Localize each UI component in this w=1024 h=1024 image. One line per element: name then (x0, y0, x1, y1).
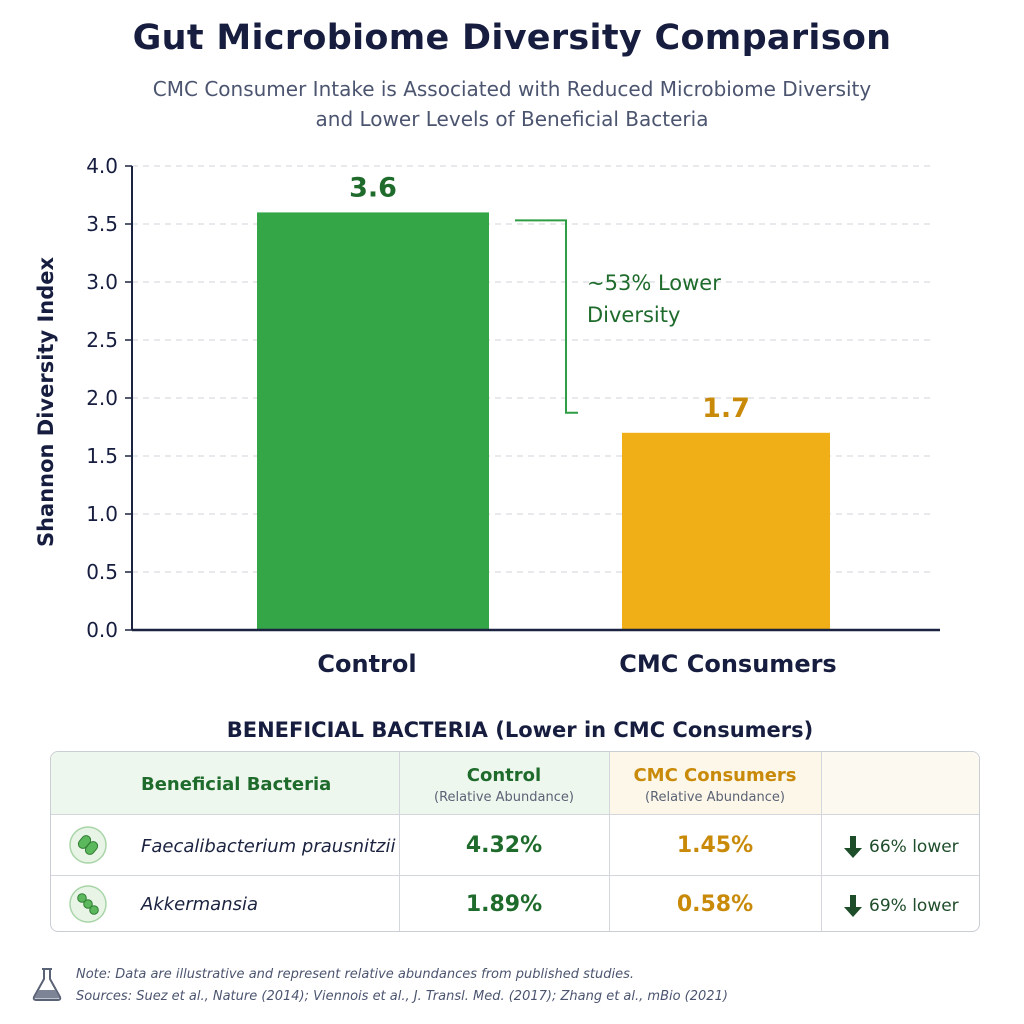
annotation-bracket (515, 219, 578, 414)
header-cell-cmc-bg (609, 752, 821, 814)
footnote-sources: Sources: Suez et al., Nature (2014); Vie… (76, 989, 728, 1004)
bar-control (257, 212, 489, 630)
column-subheader-control: (Relative Abundance) (434, 790, 574, 805)
arrow-down-icon (843, 894, 863, 918)
cmc-value: 0.58% (676, 892, 754, 917)
column-header-cmc: CMC Consumers (633, 765, 797, 786)
x-category-label: CMC Consumers (619, 650, 836, 678)
annotation-text: Diversity (587, 303, 680, 327)
y-tick-label: 0.5 (86, 560, 118, 584)
y-tick-label: 1.0 (86, 502, 118, 526)
bacteria-icon (69, 826, 107, 864)
footnote-note: Note: Data are illustrative and represen… (76, 967, 635, 982)
control-value: 1.89% (465, 892, 543, 917)
header-cell-name-bg (51, 752, 399, 814)
cmc-value: 1.45% (676, 833, 754, 858)
column-subheader-cmc: (Relative Abundance) (645, 790, 785, 805)
y-tick-label: 0.0 (86, 618, 118, 642)
header-cell-control-bg (399, 752, 609, 814)
y-tick-label: 1.5 (86, 444, 118, 468)
y-tick-label: 2.5 (86, 328, 118, 352)
y-tick-label: 4.0 (86, 154, 118, 178)
arrow-down-icon (843, 835, 863, 859)
y-tick-label: 3.5 (86, 212, 118, 236)
y-tick-label: 2.0 (86, 386, 118, 410)
column-header-bacteria: Beneficial Bacteria (141, 774, 332, 795)
header-cell-change-bg (821, 752, 979, 814)
bacteria-section-heading: BENEFICIAL BACTERIA (Lower in CMC Consum… (226, 718, 814, 742)
subtitle-line-1: CMC Consumer Intake is Associated with R… (152, 77, 872, 101)
y-tick-label: 3.0 (86, 270, 118, 294)
y-tick-labels: 0.0 0.5 1.0 1.5 2.0 2.5 3.0 3.5 4.0 (86, 154, 132, 642)
bacteria-name: Faecalibacterium prausnitzii (141, 836, 396, 857)
bar-chart: 0.0 0.5 1.0 1.5 2.0 2.5 3.0 3.5 4.0 3.6 Control 1.… (34, 154, 940, 678)
bacteria-name: Akkermansia (141, 894, 259, 915)
bacteria-icon (69, 885, 107, 923)
bar-cmc-consumers (622, 432, 830, 630)
y-axis-label: Shannon Diversity Index (34, 257, 58, 548)
column-header-control: Control (466, 765, 542, 786)
subtitle-line-2: and Lower Levels of Beneficial Bacteria (315, 107, 709, 131)
x-category-label: Control (317, 650, 416, 678)
control-value: 4.32% (465, 833, 543, 858)
change-label: 66% lower (869, 837, 959, 857)
data-label: 1.7 (702, 393, 750, 424)
bars: 3.6 Control 1.7 CMC Consumers (257, 172, 837, 678)
difference-annotation: ~53% Lower Diversity (515, 219, 721, 414)
page-title: Gut Microbiome Diversity Comparison (132, 18, 892, 58)
bacteria-table: Beneficial Bacteria Control (Relative Ab… (50, 751, 980, 932)
annotation-text: ~53% Lower (587, 271, 721, 295)
flask-icon (30, 966, 64, 1002)
data-label: 3.6 (349, 172, 397, 203)
change-label: 69% lower (869, 896, 959, 916)
